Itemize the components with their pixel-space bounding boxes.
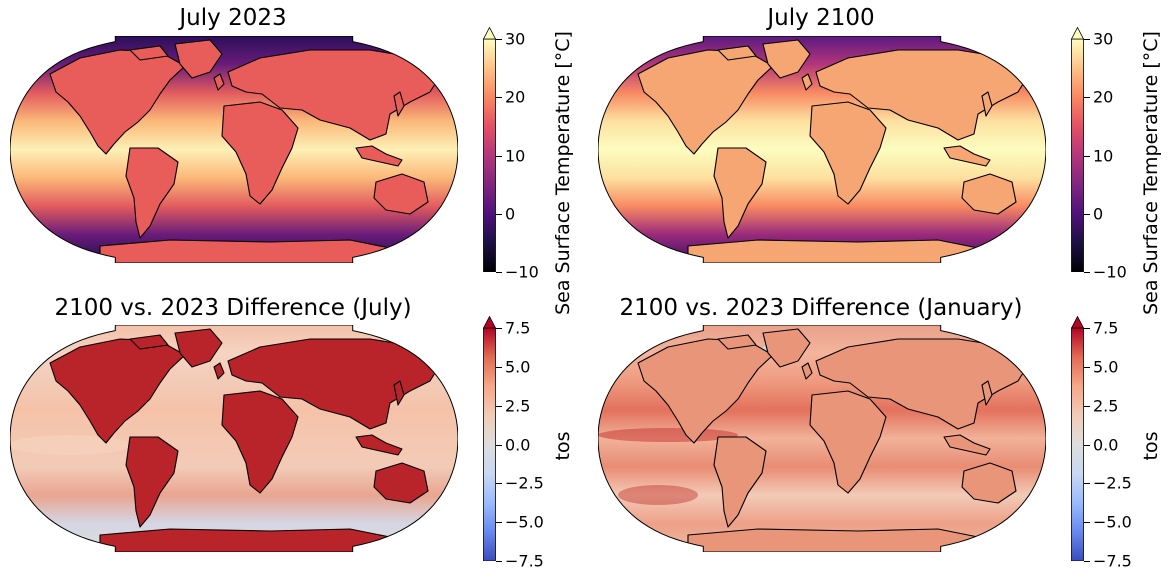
colorbar-tick-label: 30 <box>1093 29 1114 49</box>
colorbar-label: tos <box>1140 431 1162 461</box>
colorbar-tick-label: −10 <box>505 262 539 282</box>
colorbar-tick-label: −5.0 <box>505 512 544 532</box>
map-title-diff-july: 2100 vs. 2023 Difference (July) <box>54 295 412 321</box>
colorbar-gradient <box>1071 316 1085 561</box>
colorbar-tick-label: 2.5 <box>1093 396 1119 416</box>
colorbar-tick-mark <box>1084 444 1090 446</box>
colorbar-tick-mark <box>496 522 502 524</box>
colorbar-tick-mark <box>496 483 502 485</box>
colorbar-tick-mark <box>1084 366 1090 368</box>
colorbar-tick-mark <box>1084 405 1090 407</box>
colorbar-tick-mark <box>1084 97 1090 99</box>
colorbar-tick-mark <box>1084 328 1090 329</box>
map-diff-january <box>598 325 1046 552</box>
map-title-diff-january: 2100 vs. 2023 Difference (January) <box>619 295 1023 321</box>
colorbar-tick-label: −5.0 <box>1093 512 1132 532</box>
colorbar-tick-mark <box>1084 483 1090 485</box>
colorbar-tick-label: 0.0 <box>1093 435 1119 454</box>
colorbar-tick-mark <box>496 272 502 273</box>
colorbar-label: Sea Surface Temperature [°C] <box>552 31 574 315</box>
colorbar-tick-mark <box>1084 561 1090 562</box>
colorbar-label: Sea Surface Temperature [°C] <box>1140 31 1162 315</box>
colorbar-tick-mark <box>496 155 502 157</box>
colorbar-tick-label: 5.0 <box>1093 357 1119 377</box>
colorbar-tick-mark <box>496 405 502 407</box>
colorbar-tick-mark <box>496 39 502 40</box>
colorbar-tick-label: −2.5 <box>1093 473 1132 493</box>
colorbar-tick-label: −2.5 <box>505 473 544 493</box>
colorbar-tick-label: 10 <box>1093 146 1114 165</box>
colorbar-tick-label: 30 <box>505 29 526 49</box>
map-july-2023 <box>10 36 458 263</box>
colorbar-tick-label: −7.5 <box>1093 551 1132 571</box>
colorbar-tick-mark <box>496 366 502 368</box>
colorbar-tick-label: 5.0 <box>505 357 531 377</box>
colorbar-tick-label: −10 <box>1093 262 1127 282</box>
colorbar-tick-mark <box>1084 522 1090 524</box>
colorbar-july-2023: −10 0 10 20 30 Sea Surface Temperature [°C] <box>483 27 574 315</box>
colorbar-tick-mark <box>496 328 502 329</box>
map-title-july-2100: July 2100 <box>767 5 875 31</box>
colorbar-tick-mark <box>1084 213 1090 215</box>
colorbar-tick-mark <box>496 561 502 562</box>
colorbar-tick-mark <box>496 213 502 215</box>
colorbar-tick-label: 7.5 <box>505 318 531 338</box>
colorbar-tick-label: 0 <box>505 204 516 224</box>
colorbar-diff-july: −7.5 −5.0 −2.5 0.0 2.5 5.0 7.5 tos <box>483 316 574 571</box>
colorbar-label: tos <box>552 431 574 461</box>
colorbar-tick-mark <box>1084 39 1090 40</box>
colorbar-tick-label: 2.5 <box>505 396 531 416</box>
colorbar-tick-label: 20 <box>1093 87 1114 107</box>
colorbar-tick-label: 20 <box>505 87 526 107</box>
map-title-july-2023: July 2023 <box>179 5 287 31</box>
colorbar-gradient <box>483 27 497 272</box>
colorbar-tick-mark <box>1084 272 1090 273</box>
colorbar-tick-mark <box>496 444 502 446</box>
colorbar-july-2100: −10 0 10 20 30 Sea Surface Temperature [°C] <box>1071 27 1162 315</box>
map-diff-july <box>10 325 458 552</box>
map-july-2100 <box>598 36 1046 263</box>
colorbar-tick-mark <box>1084 155 1090 157</box>
colorbar-tick-mark <box>496 97 502 99</box>
colorbar-tick-label: −7.5 <box>505 551 544 571</box>
colorbar-tick-label: 10 <box>505 146 526 165</box>
colorbar-tick-label: 0 <box>1093 204 1104 224</box>
colorbar-tick-label: 7.5 <box>1093 318 1119 338</box>
colorbar-gradient <box>1071 27 1085 272</box>
colorbar-gradient <box>483 316 497 561</box>
colorbar-tick-label: 0.0 <box>505 435 531 454</box>
colorbar-diff-january: −7.5 −5.0 −2.5 0.0 2.5 5.0 7.5 tos <box>1071 316 1162 571</box>
